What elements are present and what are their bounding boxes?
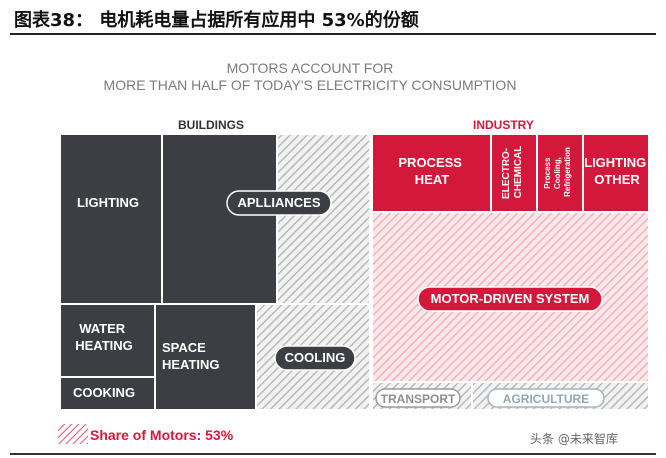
bottom-rule	[10, 453, 656, 455]
block-process-cooling	[536, 133, 584, 213]
block-label-electro-chemical: ELECTRO- CHEMICAL	[501, 145, 524, 199]
watermark: 头条 @未来智库	[530, 432, 618, 446]
figure-title: 图表38： 电机耗电量占据所有应用中 53%的份额	[14, 6, 419, 32]
block-appliances	[161, 133, 278, 305]
chart-title-line-2: MORE THAN HALF OF TODAY'S ELECTRICITY CO…	[103, 77, 517, 93]
legend-label: Share of Motors: 53%	[90, 427, 234, 443]
block-label-cooking: COOKING	[73, 385, 135, 400]
block-appliances-motor	[276, 133, 371, 305]
pill-cooling	[274, 345, 356, 371]
chart-title-line-1: MOTORS ACCOUNT FOR	[226, 60, 394, 76]
block-label-cooling: COOLING	[285, 350, 346, 365]
pill-motor-driven-system	[417, 286, 603, 312]
block-label-space-heating: SPACE HEATING	[162, 340, 220, 372]
figure-caption: 电机耗电量占据所有应用中 53%的份额	[99, 10, 419, 31]
sector-label-industry: INDUSTRY	[473, 118, 534, 132]
block-label-agriculture: AGRICULTURE	[503, 392, 589, 406]
pill-appliances	[226, 190, 332, 216]
block-process-heat	[371, 133, 492, 213]
block-electro-chemical	[490, 133, 538, 213]
block-label-process-heat: PROCESS HEAT	[398, 155, 465, 187]
block-label-transport: TRANSPORT	[381, 392, 456, 406]
pill-agriculture	[487, 388, 605, 408]
block-label-motor-driven-system: MOTOR-DRIVEN SYSTEM	[431, 291, 590, 306]
figure-label: 图表38：	[14, 10, 94, 31]
legend-swatch	[58, 424, 88, 444]
block-label-water-heating: WATER HEATING	[75, 321, 133, 353]
sector-label-buildings: BUILDINGS	[178, 118, 244, 132]
block-label-appliances: APLLIANCES	[237, 195, 320, 210]
title-rule	[10, 33, 656, 35]
block-lighting	[59, 133, 163, 305]
block-label-lighting-other: LIGHTING OTHER	[584, 155, 650, 187]
block-space-heating	[154, 303, 257, 411]
pill-transport	[375, 388, 461, 408]
block-label-lighting: LIGHTING	[77, 195, 139, 210]
block-label-process-cooling: Process Cooling, Refrigeration	[543, 147, 572, 197]
